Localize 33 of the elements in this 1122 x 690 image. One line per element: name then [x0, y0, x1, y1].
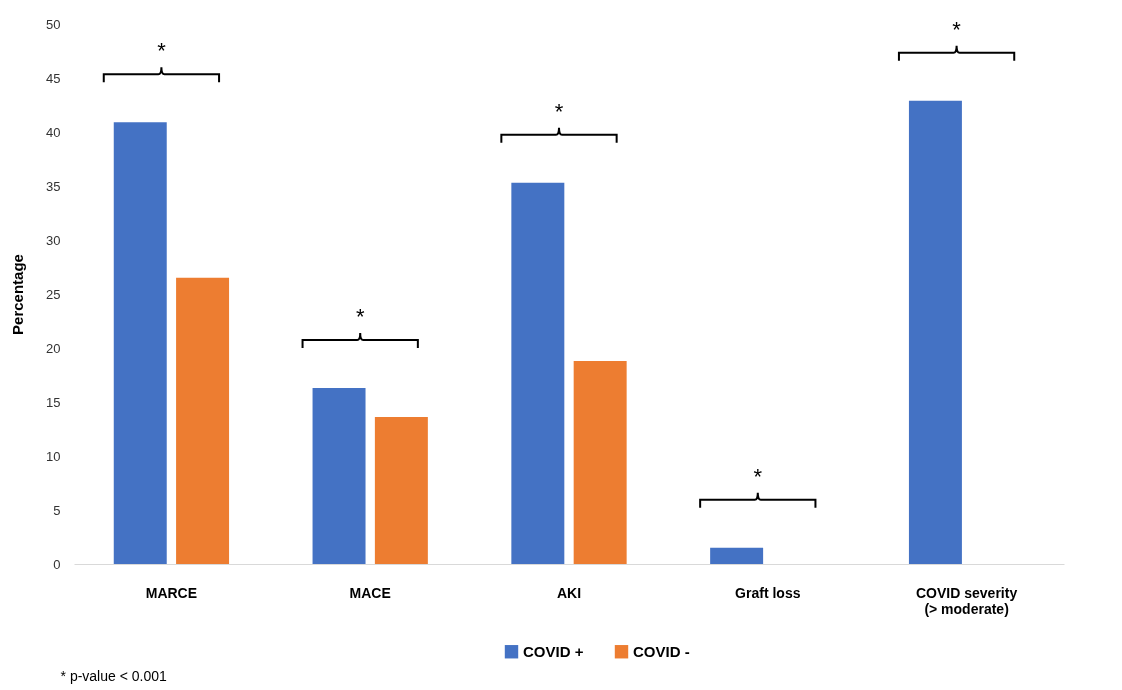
y-tick-label: 0 [53, 556, 61, 572]
y-tick-label: 10 [46, 448, 61, 464]
bar [573, 360, 627, 564]
y-tick-label: 15 [46, 394, 61, 410]
annotation: * [355, 303, 365, 329]
x-tick-label: COVID severity (> moderate) [916, 584, 1018, 617]
bar [908, 100, 962, 564]
text: * p-value < 0.001 [60, 668, 167, 684]
y-axis-title: Percentage [9, 254, 27, 335]
x-tick-label: AKI [556, 584, 582, 601]
bar [374, 417, 428, 564]
annotation: * [753, 463, 763, 489]
y-tick-label: 20 [46, 340, 61, 356]
y-tick-label: 5 [53, 502, 61, 518]
y-tick-label: 50 [46, 16, 61, 32]
legend-label: COVID - [633, 642, 690, 660]
annotation: * [952, 16, 962, 42]
y-tick-label: 45 [46, 70, 61, 86]
x-tick-label: MARCE [145, 584, 198, 601]
x-tick-label: MACE [349, 584, 391, 601]
y-tick-label: 40 [46, 124, 61, 140]
annotation: * [554, 98, 564, 124]
bar [511, 182, 565, 564]
x-tick-label: Graft loss [735, 584, 801, 601]
legend-label: COVID + [523, 642, 584, 660]
y-tick-label: 30 [46, 232, 61, 248]
bar [710, 547, 764, 564]
y-tick-label: 25 [46, 286, 61, 302]
annotation: * [157, 38, 167, 64]
bar [176, 277, 230, 564]
y-tick-label: 35 [46, 178, 61, 194]
bar [113, 122, 167, 564]
bar [312, 387, 366, 564]
